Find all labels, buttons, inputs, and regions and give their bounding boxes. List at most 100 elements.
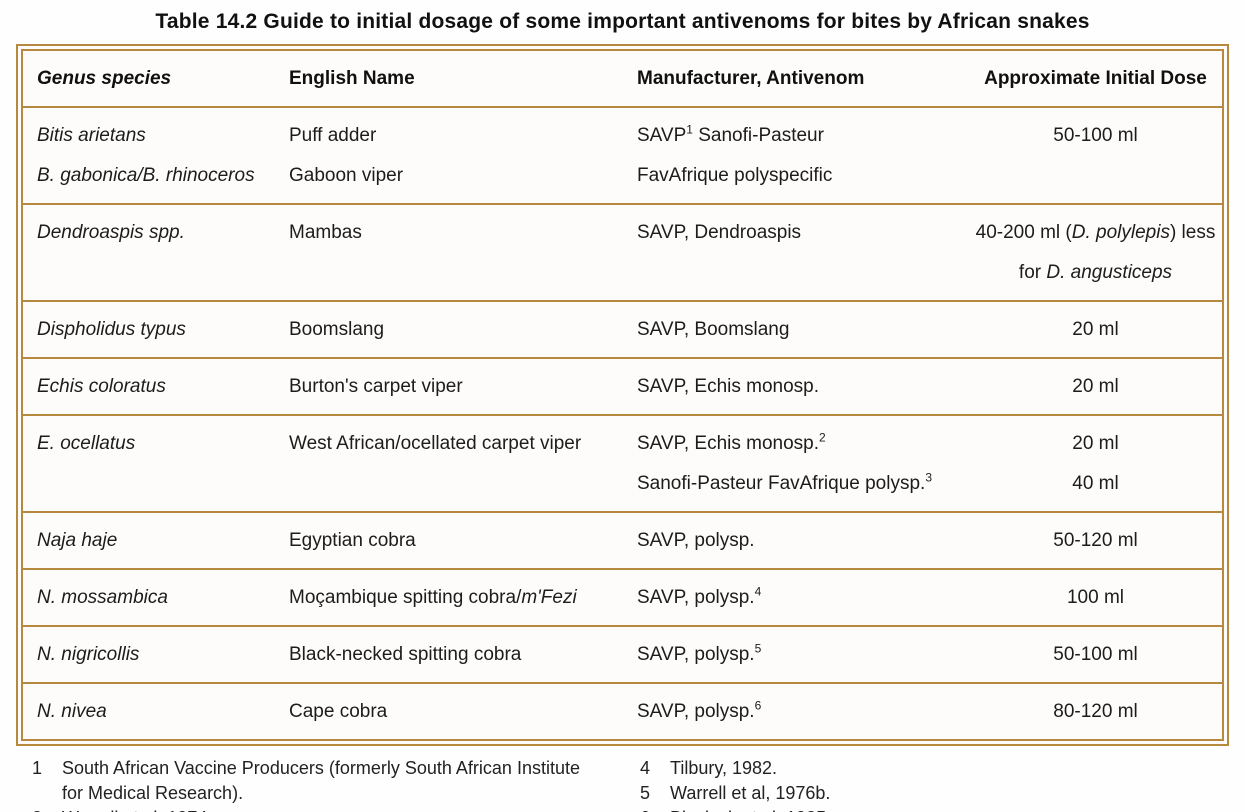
text-segment: 50-100 ml	[1053, 644, 1138, 665]
cell-line: SAVP, Echis monosp.2	[637, 424, 969, 464]
table-body: Bitis arietans B. gabonica/B. rhinoceros P…	[23, 107, 1222, 739]
footnotes: 1 South African Vaccine Producers (former…	[16, 746, 1229, 812]
cell-manufacturer: SAVP, Echis monosp.	[637, 358, 969, 415]
text-segment: N. nivea	[37, 701, 107, 722]
cell-line: Mambas	[289, 213, 637, 253]
footnote-number: 1	[32, 758, 43, 778]
footnote-number: 4	[640, 758, 651, 778]
footnote-text: Tilbury, 1982.	[670, 758, 778, 778]
text-segment: Sanofi-Pasteur	[692, 125, 824, 146]
cell-line: 100 ml	[969, 578, 1222, 618]
text-segment: Echis coloratus	[37, 376, 166, 397]
footnote-number: 6	[626, 806, 670, 812]
table-row: Naja haje Egyptian cobra SAVP, polysp. 50-1…	[23, 512, 1222, 569]
footnote-item: 1 South African Vaccine Producers (former…	[18, 756, 626, 806]
cell-line: SAVP, polysp.6	[637, 692, 969, 732]
cell-dose: 20 ml	[969, 301, 1222, 358]
footnote-reference: 4	[754, 584, 762, 599]
cell-english: Black-necked spitting cobra	[289, 626, 637, 683]
table-frame: Genus species English Name Manufacturer,…	[16, 44, 1229, 746]
text-segment: ) less	[1169, 222, 1216, 243]
text-segment: SAVP	[637, 125, 687, 146]
cell-line: Sanofi-Pasteur FavAfrique polysp.3	[637, 464, 969, 504]
footnote-text: South African Vaccine Producers (formerl…	[62, 758, 580, 803]
text-segment: Bitis arietans	[37, 125, 146, 146]
text-segment: Dendroaspis spp.	[37, 222, 185, 243]
cell-line: SAVP1 Sanofi-Pasteur	[637, 116, 969, 156]
table-row: E. ocellatus West African/ocellated carpe…	[23, 415, 1222, 512]
cell-line: Cape cobra	[289, 692, 637, 732]
text-segment: SAVP, polysp.	[637, 587, 755, 608]
cell-line: 40-200 ml (D. polylepis) less	[969, 213, 1222, 253]
table-frame-inner: Genus species English Name Manufacturer,…	[21, 49, 1224, 741]
table-row: Echis coloratus Burton's carpet viper SAVP…	[23, 358, 1222, 415]
text-segment: 20 ml	[1072, 319, 1119, 340]
text-segment: Puff adder	[289, 125, 377, 146]
text-segment: FavAfrique polyspecific	[637, 165, 833, 186]
footnote-text: Warrell et al, 1976b.	[670, 783, 831, 803]
cell-line: SAVP, polysp.	[637, 521, 969, 561]
cell-line: SAVP, Dendroaspis	[637, 213, 969, 253]
cell-manufacturer: SAVP, Echis monosp.2 Sanofi-Pasteur FavAf…	[637, 415, 969, 512]
footnote-item: 5 Warrell et al, 1976b.	[626, 781, 1229, 806]
text-segment: 100 ml	[1066, 587, 1125, 608]
footnote-reference: 2	[819, 430, 826, 445]
text-segment: SAVP, Echis monosp.	[637, 433, 820, 454]
text-segment: SAVP, polysp.	[637, 530, 755, 551]
footnote-item: 6Blaylock et al, 1985.	[626, 806, 1229, 812]
table-row: Bitis arietans B. gabonica/B. rhinoceros P…	[23, 107, 1222, 204]
cell-english: Cape cobra	[289, 683, 637, 739]
text-segment: B. gabonica/B. rhinoceros	[37, 165, 255, 186]
cell-line: B. gabonica/B. rhinoceros	[37, 156, 289, 196]
cell-english: West African/ocellated carpet viper	[289, 415, 637, 512]
table-row: N. mossambica Moçambique spitting cobra/m…	[23, 569, 1222, 626]
table-row: Dendroaspis spp. Mambas SAVP, Dendroaspis 4…	[23, 204, 1222, 301]
cell-line: Burton's carpet viper	[289, 367, 637, 407]
header-manufacturer-antivenom: Manufacturer, Antivenom	[637, 68, 865, 89]
text-segment: Naja haje	[37, 530, 118, 551]
text-segment: 50-100 ml	[1053, 125, 1138, 146]
cell-line: 50-100 ml	[969, 116, 1222, 156]
cell-manufacturer: SAVP, polysp.4	[637, 569, 969, 626]
cell-line: 80-120 ml	[969, 692, 1222, 732]
text-segment: Sanofi-Pasteur FavAfrique polysp.	[637, 473, 926, 494]
cell-english: Puff adder Gaboon viper	[289, 107, 637, 204]
cell-line: FavAfrique polyspecific	[637, 156, 969, 196]
footnote-item: 2Warrell et al, 1974.	[18, 806, 626, 812]
cell-line: Moçambique spitting cobra/m'Fezi	[289, 578, 637, 618]
text-segment: SAVP, Dendroaspis	[637, 222, 802, 243]
cell-line: 50-100 ml	[969, 635, 1222, 675]
header-genus-species: Genus species	[37, 68, 172, 89]
footnote-reference: 6	[754, 698, 762, 713]
text-segment: 20 ml	[1072, 376, 1119, 397]
text-segment: N. mossambica	[37, 587, 168, 608]
footnote-reference: 5	[754, 641, 762, 656]
text-segment: for	[1018, 262, 1047, 283]
cell-line: 20 ml	[969, 310, 1222, 350]
cell-genus: Dispholidus typus	[23, 301, 289, 358]
cell-english: Egyptian cobra	[289, 512, 637, 569]
text-segment: Egyptian cobra	[289, 530, 416, 551]
cell-line: for D. angusticeps	[969, 253, 1222, 293]
cell-line: Dispholidus typus	[37, 310, 289, 350]
cell-line: SAVP, polysp.4	[637, 578, 969, 618]
header-row: Genus species English Name Manufacturer,…	[23, 51, 1222, 107]
antivenom-dosage-table: Genus species English Name Manufacturer,…	[23, 51, 1222, 739]
cell-line: SAVP, Echis monosp.	[637, 367, 969, 407]
cell-genus: N. nigricollis	[23, 626, 289, 683]
text-segment: Moçambique spitting cobra/	[289, 587, 522, 608]
cell-dose: 50-100 ml	[969, 626, 1222, 683]
text-segment: E. ocellatus	[37, 433, 136, 454]
cell-manufacturer: SAVP, Boomslang	[637, 301, 969, 358]
cell-manufacturer: SAVP, Dendroaspis	[637, 204, 969, 301]
text-segment: 50-120 ml	[1053, 530, 1138, 551]
cell-line: Dendroaspis spp.	[37, 213, 289, 253]
cell-english: Boomslang	[289, 301, 637, 358]
cell-genus: Naja haje	[23, 512, 289, 569]
cell-english: Burton's carpet viper	[289, 358, 637, 415]
cell-line: E. ocellatus	[37, 424, 289, 464]
cell-english: Moçambique spitting cobra/m'Fezi	[289, 569, 637, 626]
table-row: N. nivea Cape cobra SAVP, polysp.6 80-120 m…	[23, 683, 1222, 739]
cell-english: Mambas	[289, 204, 637, 301]
